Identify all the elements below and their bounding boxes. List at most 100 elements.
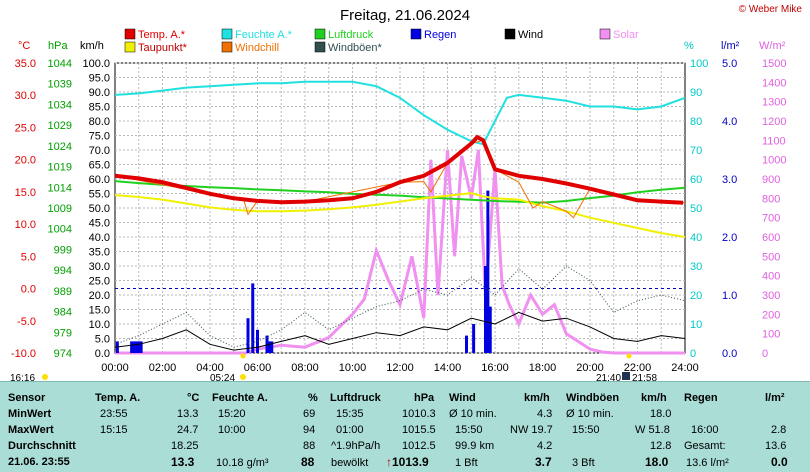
y-tick-solar: 0 (762, 348, 768, 360)
y-tick-humidity: 50 (690, 203, 702, 215)
gust-header: Windböen (566, 392, 620, 404)
rain-unit: l/m² (765, 392, 785, 404)
row-label-max: MaxWert (8, 424, 54, 436)
rain-header: Regen (684, 392, 718, 404)
y-tick-wind: 95.0 (89, 73, 110, 85)
x-tick-label: 00:00 (101, 362, 129, 374)
y-tick-solar: 1100 (762, 135, 786, 147)
pressure-max-time: 01:00 (336, 424, 364, 436)
y-tick-wind: 0.0 (95, 348, 110, 360)
y-tick-temp: 10.0 (15, 219, 36, 231)
bar-rain (132, 341, 136, 353)
y-tick-pressure: 1044 (48, 58, 72, 70)
wind-header: Wind (449, 392, 476, 404)
bar-rain (251, 283, 255, 353)
bar-rain (486, 190, 490, 353)
bar-rain (139, 341, 143, 353)
bar-rain (130, 341, 134, 353)
humidity-header: Feuchte A. (212, 392, 268, 404)
legend-swatch (314, 28, 326, 40)
pressure-sky: bewölkt (331, 457, 369, 469)
legend-label: Luftdruck (328, 29, 374, 41)
wind-current: 3.7 (535, 455, 552, 469)
y-tick-pressure: 1014 (48, 182, 72, 194)
x-tick-label: 22:00 (624, 362, 652, 374)
summary-table: Sensor MinWert MaxWert Durchschnitt 21.0… (0, 381, 810, 472)
gust-unit: km/h (641, 392, 667, 404)
y-tick-humidity: 40 (690, 232, 702, 244)
y-tick-wind: 40.0 (89, 232, 110, 244)
legend-label: Wind (518, 29, 543, 41)
bar-rain (134, 341, 138, 353)
footer-right-time: 21:40 (596, 373, 621, 381)
sunrise-time: 05:24 (210, 373, 235, 381)
y-tick-temp: -10.0 (11, 348, 36, 360)
y-tick-rain: 5.0 (722, 58, 737, 70)
pressure-unit: hPa (414, 392, 435, 404)
y-tick-temp: 0.0 (21, 284, 36, 296)
gust-current: 18.0 (645, 455, 669, 469)
y-tick-pressure: 1034 (48, 99, 72, 111)
legend-label: Feuchte A.* (235, 29, 293, 41)
legend-label: Regen (424, 29, 456, 41)
gust-r1-label: Ø 10 min. (566, 408, 614, 420)
x-tick-label: 14:00 (434, 362, 462, 374)
series-pressure (114, 180, 686, 204)
y-tick-pressure: 1004 (48, 224, 72, 236)
y-tick-pressure: 1009 (48, 203, 72, 215)
y-tick-wind: 100.0 (82, 58, 110, 70)
temp-header: Temp. A. (95, 392, 141, 404)
pressure-trend: ^1.9hPa/h (331, 440, 381, 452)
y-tick-rain: 2.0 (722, 232, 737, 244)
weather-chart: 00:00 02:00 04:00 06:00 08:00 10:00 12:00 14:00… (10, 7, 786, 381)
bar-rain (267, 341, 271, 353)
pressure-avg: 1012.5 (402, 440, 436, 452)
y-tick-humidity: 80 (690, 116, 702, 128)
gust-r2-val: W 51.8 (635, 424, 670, 436)
rain-total-label: Gesamt: (684, 440, 726, 452)
legend-swatch (124, 28, 136, 40)
legend-label: Temp. A.* (138, 29, 186, 41)
y-tick-wind: 25.0 (89, 276, 110, 288)
wind-unit: km/h (524, 392, 550, 404)
temp-unit: °C (187, 392, 200, 404)
gust-r2-time: 15:50 (572, 424, 600, 436)
y-tick-humidity: 20 (690, 290, 702, 302)
y-tick-solar: 1200 (762, 116, 786, 128)
y-tick-solar: 900 (762, 174, 780, 186)
humidity-min-time: 15:20 (218, 408, 246, 420)
legend-swatch (221, 28, 233, 40)
bar-rain (265, 335, 269, 353)
wind-r2-time: 15:50 (455, 424, 483, 436)
sunrise-icon (240, 374, 246, 380)
y-tick-wind: 5.0 (95, 334, 110, 346)
y-tick-pressure: 1019 (48, 162, 72, 174)
series-temperature (114, 134, 684, 205)
bar-rain (246, 318, 250, 353)
legend-label: Windböen* (328, 42, 383, 54)
wind-r3-val: 4.2 (537, 440, 553, 452)
x-tick-label: 06:00 (244, 362, 272, 374)
sunrise-marker (240, 353, 246, 359)
footer-left-time: 16:16 (10, 373, 35, 381)
y-tick-temp: 20.0 (15, 155, 36, 167)
bar-rain (488, 306, 492, 353)
temp-max-time: 15:15 (100, 424, 128, 436)
pressure-max: 1015.5 (402, 424, 436, 436)
sunset-time: 21:58 (632, 373, 657, 381)
y-tick-pressure: 974 (54, 348, 72, 360)
y-tick-wind: 85.0 (89, 102, 110, 114)
chart-title: Freitag, 21.06.2024 (340, 7, 470, 24)
y-tick-wind: 10.0 (89, 319, 110, 331)
y-tick-temp: -5.0 (17, 316, 36, 328)
y-tick-humidity: 70 (690, 145, 702, 157)
y-tick-temp: 30.0 (15, 90, 36, 102)
y-tick-temp: 35.0 (15, 58, 36, 70)
x-tick-label: 10:00 (339, 362, 367, 374)
y-tick-solar: 100 (762, 329, 780, 341)
humidity-min: 69 (303, 408, 316, 420)
wind-r1-val: 4.3 (537, 408, 553, 420)
row-label-min: MinWert (8, 408, 52, 420)
humidity-max: 94 (303, 424, 316, 436)
pressure-header: Luftdruck (330, 392, 381, 404)
